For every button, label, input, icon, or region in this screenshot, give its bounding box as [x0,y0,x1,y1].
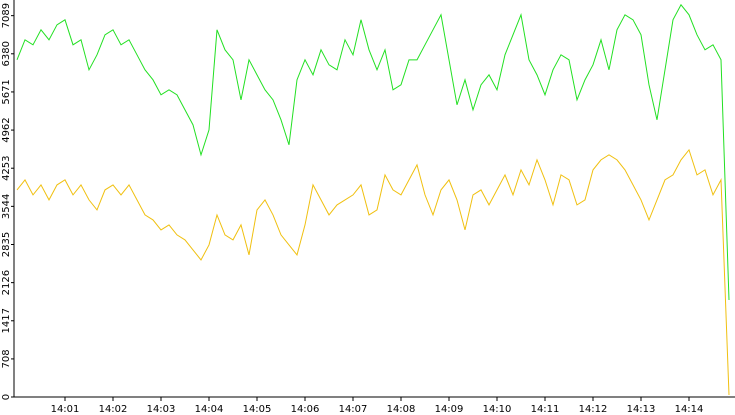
x-tick-label: 14:06 [291,404,320,415]
x-tick-label: 14:12 [579,404,608,415]
x-tick-label: 14:09 [435,404,464,415]
x-tick-label: 14:10 [483,404,512,415]
y-tick-label: 0 [1,394,12,400]
series-line [16,3,730,300]
y-tick-label: 708 [1,349,12,368]
x-tick-label: 14:03 [147,404,176,415]
x-tick-label: 14:08 [387,404,416,415]
y-tick-label: 2835 [1,232,12,257]
x-tick-label: 14:11 [531,404,560,415]
y-tick-label: 7089 [1,3,12,28]
x-tick-label: 14:01 [51,404,80,415]
y-tick-label: 2126 [1,270,12,295]
y-tick-label: 5671 [1,79,12,104]
x-tick-label: 14:02 [99,404,128,415]
y-tick-label: 4962 [1,117,12,142]
y-tick-label: 4253 [1,155,12,180]
y-tick-label: 1417 [1,308,12,333]
x-tick-label: 14:04 [195,404,224,415]
series-line [16,148,730,396]
x-tick-label: 14:07 [339,404,368,415]
x-tick-label: 14:05 [243,404,272,415]
y-tick-label: 6380 [1,41,12,66]
x-tick-label: 14:14 [675,404,704,415]
x-tick-label: 14:13 [627,404,656,415]
y-tick-label: 3544 [1,194,12,219]
